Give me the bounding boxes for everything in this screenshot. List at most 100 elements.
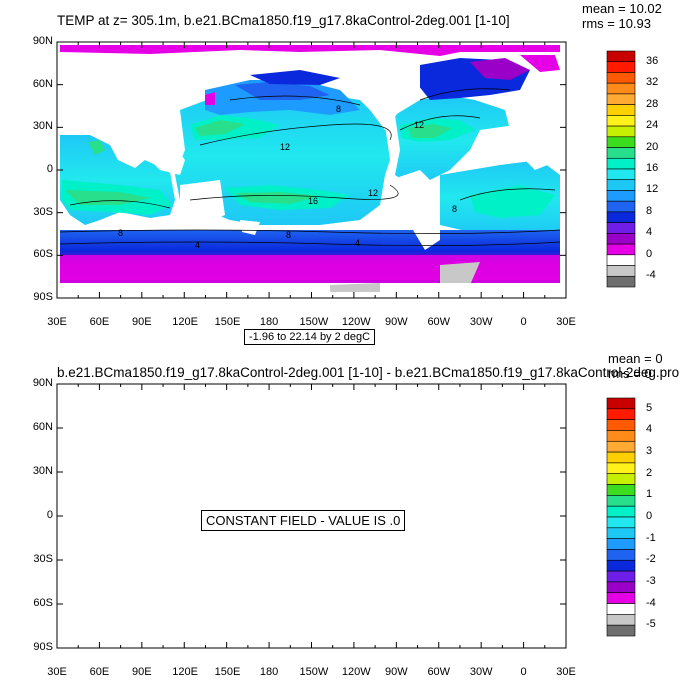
colorbar-box <box>606 516 636 529</box>
panel1-rms: rms = 10.93 <box>582 16 652 31</box>
colorbar-label: 16 <box>646 162 659 174</box>
contour-label: 4 <box>355 238 360 248</box>
lat-tick-label: 60N <box>32 77 53 90</box>
lon-tick-label: 30W <box>469 666 493 678</box>
lon-tick-label: 120W <box>341 666 371 678</box>
colorbar-box <box>606 125 636 138</box>
colorbar-box <box>606 200 636 213</box>
colorbar-box <box>606 82 636 95</box>
panel2-mean: mean = 0 <box>608 351 663 366</box>
colorbar-label: 36 <box>646 54 659 67</box>
colorbar-box <box>606 104 636 116</box>
panel1-map: 8 12 16 12 8 4 4 8 12 8 <box>56 41 567 299</box>
colorbar-label: -5 <box>646 618 656 631</box>
colorbar-box <box>606 581 636 594</box>
colorbar-label: 4 <box>646 423 653 436</box>
panel1-title: TEMP at z= 305.1m, b.e21.BCma1850.f19_g1… <box>57 13 510 28</box>
colorbar-box <box>606 397 636 410</box>
colorbar-box <box>606 115 636 127</box>
panel2-colorbar <box>606 397 636 637</box>
lon-tick-label: 90E <box>132 316 152 328</box>
contour-label: 16 <box>308 196 318 206</box>
lon-tick-label: 30E <box>556 316 576 328</box>
lon-tick-label: 0 <box>520 666 527 678</box>
colorbar-box <box>606 93 636 105</box>
colorbar-label: 28 <box>646 97 659 110</box>
colorbar-box <box>606 505 636 518</box>
lat-tick-label: 30S <box>33 205 53 218</box>
lon-tick-label: 60E <box>89 666 110 678</box>
lat-tick-label: 0 <box>46 509 53 521</box>
lat-tick-label: 90S <box>33 291 53 303</box>
panel1-mean: mean = 10.02 <box>582 1 662 16</box>
colorbar-label: 24 <box>646 119 659 132</box>
colorbar-label: 1 <box>646 488 653 501</box>
lon-tick-label: 30W <box>469 316 493 328</box>
colorbar-label: 8 <box>646 204 653 217</box>
lon-tick-label: 30E <box>556 666 576 678</box>
colorbar-label: 0 <box>646 247 653 260</box>
colorbar-box <box>606 495 636 507</box>
colorbar-label: 4 <box>646 226 653 239</box>
lat-tick-label: 60S <box>33 248 53 261</box>
lat-tick-label: 0 <box>46 163 53 175</box>
colorbar-label: -1 <box>646 531 656 544</box>
lon-tick-label: 0 <box>520 316 527 328</box>
lat-tick-label: 90S <box>33 641 53 653</box>
lon-tick-label: 90E <box>132 666 152 678</box>
colorbar-label: 5 <box>646 401 653 414</box>
colorbar-label: -3 <box>646 574 656 587</box>
colorbar-label: 2 <box>646 466 653 479</box>
colorbar-box <box>606 211 636 223</box>
lon-tick-label: 150E <box>214 666 241 678</box>
colorbar-box <box>606 430 636 442</box>
contour-label: 8 <box>286 230 291 240</box>
colorbar-box <box>606 462 636 475</box>
lon-tick-label: 150W <box>299 666 329 678</box>
panel2-title: b.e21.BCma1850.f19_g17.8kaControl-2deg.0… <box>57 365 680 380</box>
colorbar-label: 12 <box>646 183 659 196</box>
contour-label: 4 <box>195 240 200 250</box>
lat-tick-label: 30N <box>32 465 53 477</box>
colorbar-box <box>606 614 636 626</box>
colorbar-label: 3 <box>646 445 653 458</box>
panel1-info-box: -1.96 to 22.14 by 2 degC <box>244 329 376 345</box>
panel1-ticks <box>56 41 567 299</box>
colorbar-box <box>606 527 636 539</box>
lon-tick-label: 180 <box>259 316 279 328</box>
colorbar-box <box>606 136 636 148</box>
lon-tick-label: 150W <box>299 316 329 328</box>
lon-tick-label: 30E <box>47 666 67 678</box>
panel2-ticks <box>56 383 567 649</box>
colorbar-box <box>606 275 636 288</box>
colorbar-box <box>606 549 636 561</box>
colorbar-label: 32 <box>646 76 659 89</box>
lon-tick-label: 60W <box>427 316 451 328</box>
colorbar-box <box>606 147 636 159</box>
colorbar-box <box>606 265 636 277</box>
contour-label: 8 <box>118 228 123 238</box>
colorbar-box <box>606 484 636 496</box>
colorbar-box <box>606 168 636 181</box>
colorbar-label: -4 <box>646 269 656 282</box>
lat-tick-label: 30N <box>32 120 53 133</box>
colorbar-box <box>606 157 636 170</box>
lon-tick-label: 60W <box>427 666 451 678</box>
colorbar-box <box>606 603 636 615</box>
colorbar-box <box>606 222 636 234</box>
colorbar-box <box>606 440 636 453</box>
constant-field-label: CONSTANT FIELD - VALUE IS .0 <box>201 510 406 531</box>
colorbar-box <box>606 408 636 420</box>
panel1-colorbar <box>606 50 636 288</box>
colorbar-box <box>606 233 636 245</box>
contour-label: 8 <box>336 104 341 114</box>
colorbar-box <box>606 570 636 583</box>
lat-tick-label: 30S <box>33 553 53 565</box>
lon-tick-label: 120E <box>172 316 198 328</box>
lon-tick-label: 30E <box>47 316 67 328</box>
contour-label: 12 <box>280 142 290 152</box>
lon-tick-label: 150E <box>214 316 241 328</box>
colorbar-box <box>606 72 636 84</box>
colorbar-box <box>606 50 636 63</box>
